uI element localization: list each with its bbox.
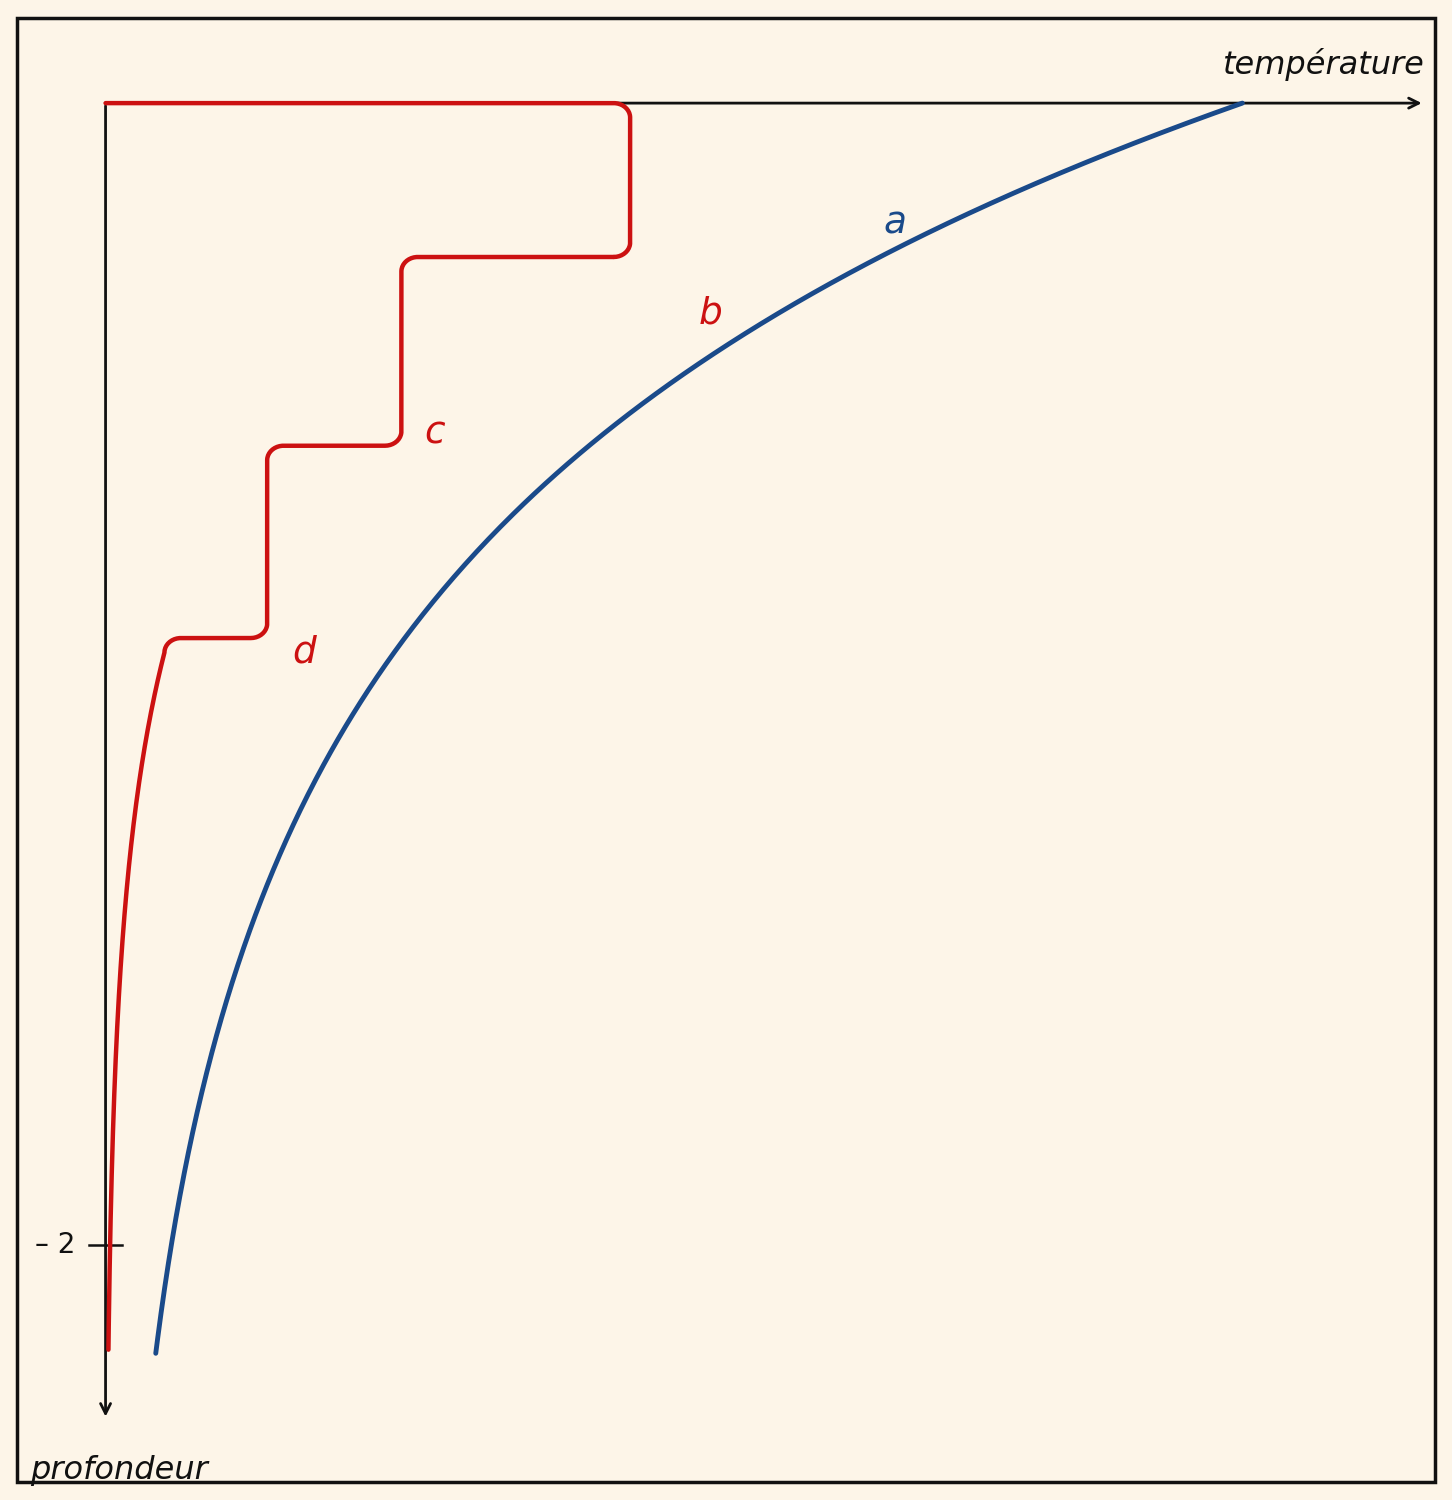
Text: d: d: [292, 634, 315, 670]
Text: b: b: [698, 296, 722, 332]
Text: c: c: [424, 416, 446, 452]
Text: profondeur: profondeur: [30, 1455, 208, 1486]
Text: température: température: [1223, 48, 1424, 81]
Text: a: a: [883, 206, 906, 242]
Text: – 2: – 2: [35, 1232, 76, 1258]
